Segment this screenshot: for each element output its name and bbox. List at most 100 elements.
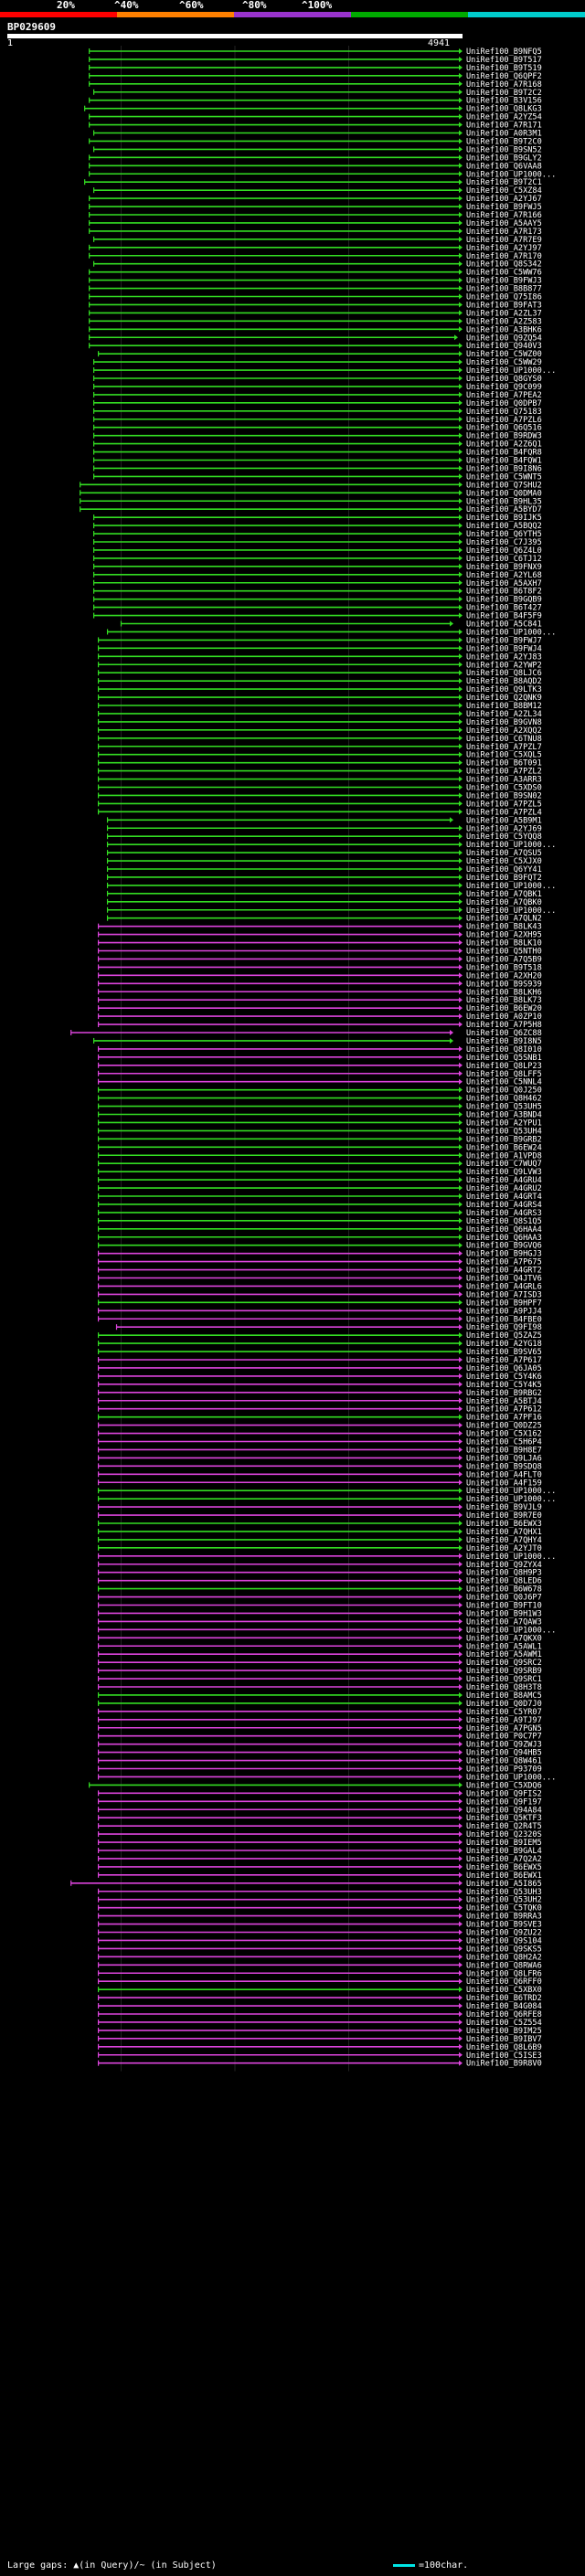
hit-name[interactable]: UniRef100_B9T2C2	[466, 89, 542, 98]
hit-row[interactable]: UniRef100_A7QHY4	[97, 1536, 542, 1545]
hit-row[interactable]: UniRef100_A2YJ83	[97, 652, 542, 662]
hit-name[interactable]: UniRef100_UP1000...	[466, 628, 556, 637]
hit-row[interactable]: UniRef100_Q4JTV6	[97, 1275, 542, 1284]
hit-name[interactable]: UniRef100_B8AQD2	[466, 677, 542, 686]
hit-name[interactable]: UniRef100_A2Z583	[466, 317, 542, 326]
hit-row[interactable]: UniRef100_C5Y4K5	[97, 1381, 542, 1390]
hit-name[interactable]: UniRef100_UP1000...	[466, 366, 556, 376]
hit-name[interactable]: UniRef100_B9FWJ7	[466, 636, 542, 645]
hit-name[interactable]: UniRef100_UP1000...	[466, 841, 556, 850]
hit-row[interactable]: UniRef100_Q9ZWJ3	[97, 1741, 542, 1750]
hit-name[interactable]: UniRef100_Q7SHU2	[466, 481, 542, 490]
hit-row[interactable]: UniRef100_A2Z6Q1	[93, 440, 542, 450]
hit-row[interactable]: UniRef100_B9GRB2	[97, 1135, 542, 1144]
hit-row[interactable]: UniRef100_UP1000...	[97, 1487, 557, 1496]
hit-row[interactable]: UniRef100_UP1000...	[97, 1495, 557, 1504]
hit-row[interactable]: UniRef100_B9GVQ6	[97, 1242, 542, 1251]
hit-row[interactable]: UniRef100_B9FWJ4	[97, 644, 542, 653]
hit-name[interactable]: UniRef100_UP1000...	[466, 170, 556, 179]
hit-name[interactable]: UniRef100_C5NNL4	[466, 1078, 542, 1087]
hit-name[interactable]: UniRef100_B9T519	[466, 64, 542, 73]
hit-name[interactable]: UniRef100_Q9ZYX4	[466, 1561, 542, 1570]
hit-row[interactable]: UniRef100_Q7SHU2	[80, 481, 542, 490]
hit-row[interactable]: UniRef100_Q8H9P3	[97, 1569, 542, 1578]
hit-name[interactable]: UniRef100_C5XJX0	[466, 857, 542, 866]
hit-name[interactable]: UniRef100_C5YQQ8	[466, 832, 542, 842]
hit-name[interactable]: UniRef100_B6EWX1	[466, 1871, 542, 1881]
hit-name[interactable]: UniRef100_B9IJK5	[466, 514, 542, 523]
hit-name[interactable]: UniRef100_A7QSU5	[466, 849, 542, 858]
hit-row[interactable]: UniRef100_A3BHK6	[89, 325, 542, 334]
hit-row[interactable]: UniRef100_A5BYD7	[80, 505, 542, 514]
hit-row[interactable]: UniRef100_Q8S342	[93, 260, 542, 270]
hit-row[interactable]: UniRef100_B3V156	[89, 97, 542, 106]
hit-row[interactable]: UniRef100_B9S939	[97, 980, 542, 989]
hit-name[interactable]: UniRef100_Q9ZQ54	[466, 334, 542, 343]
hit-row[interactable]: UniRef100_A4GRU2	[97, 1184, 542, 1193]
hit-name[interactable]: UniRef100_B6W678	[466, 1585, 542, 1595]
hit-row[interactable]: UniRef100_Q9SRB9	[97, 1667, 542, 1676]
hit-row[interactable]: UniRef100_B9R8V0	[97, 2060, 542, 2069]
hit-row[interactable]: UniRef100_B8LK73	[97, 996, 542, 1005]
hit-row[interactable]: UniRef100_Q6Q516	[93, 424, 542, 433]
hit-row[interactable]: UniRef100_A5AWL1	[97, 1642, 542, 1651]
hit-row[interactable]: UniRef100_C6TJ12	[93, 555, 542, 564]
hit-name[interactable]: UniRef100_B8LKH6	[466, 988, 542, 997]
hit-name[interactable]: UniRef100_C5XDQ6	[466, 1781, 542, 1790]
hit-row[interactable]: UniRef100_C5XDQ6	[89, 1781, 542, 1790]
hit-name[interactable]: UniRef100_B6T8F2	[466, 588, 542, 597]
hit-name[interactable]: UniRef100_B6TRD2	[466, 1994, 542, 2003]
hit-row[interactable]: UniRef100_Q9C099	[93, 383, 542, 392]
hit-row[interactable]: UniRef100_UP1000...	[106, 628, 557, 637]
hit-row[interactable]: UniRef100_C5WNT5	[93, 472, 542, 482]
hit-row[interactable]: UniRef100_B6EW24	[97, 1143, 542, 1152]
hit-name[interactable]: UniRef100_Q9LTK3	[466, 685, 542, 694]
hit-row[interactable]: UniRef100_B9T2C0	[89, 137, 542, 146]
hit-name[interactable]: UniRef100_B8LK10	[466, 939, 542, 949]
hit-name[interactable]: UniRef100_C5X162	[466, 1430, 542, 1439]
hit-name[interactable]: UniRef100_A3ARR3	[466, 776, 542, 785]
hit-row[interactable]: UniRef100_B9FNX9	[93, 563, 542, 572]
hit-name[interactable]: UniRef100_A2ZL34	[466, 710, 542, 719]
hit-name[interactable]: UniRef100_Q9F197	[466, 1797, 542, 1807]
hit-row[interactable]: UniRef100_B4FBE0	[97, 1315, 542, 1324]
hit-name[interactable]: UniRef100_B9IM25	[466, 2027, 542, 2036]
hit-name[interactable]: UniRef100_C6TJ12	[466, 555, 542, 564]
hit-row[interactable]: UniRef100_A0ZP10	[97, 1012, 542, 1022]
hit-name[interactable]: UniRef100_Q0DMA0	[466, 489, 542, 498]
hit-name[interactable]: UniRef100_B9T2C1	[466, 178, 542, 187]
hit-name[interactable]: UniRef100_Q8H9P3	[466, 1569, 542, 1578]
hit-row[interactable]: UniRef100_B9T2C1	[84, 178, 542, 187]
hit-name[interactable]: UniRef100_B9IBV7	[466, 2035, 542, 2044]
hit-row[interactable]: UniRef100_Q0J6P7	[97, 1594, 542, 1603]
hit-row[interactable]: UniRef100_A7PZL4	[97, 808, 542, 817]
hit-row[interactable]: UniRef100_A7P617	[97, 1356, 542, 1365]
hit-name[interactable]: UniRef100_C5WNT5	[466, 472, 542, 482]
hit-row[interactable]: UniRef100_C5H6P4	[97, 1438, 542, 1447]
hit-name[interactable]: UniRef100_A2XH95	[466, 931, 542, 940]
hit-name[interactable]: UniRef100_A3BHK6	[466, 325, 542, 334]
hit-name[interactable]: UniRef100_A7QHY4	[466, 1536, 542, 1545]
hit-row[interactable]: UniRef100_B9FT10	[97, 1602, 542, 1611]
hit-name[interactable]: UniRef100_UP1000...	[466, 882, 556, 891]
hit-row[interactable]: UniRef100_C5X162	[97, 1430, 542, 1439]
hit-row[interactable]: UniRef100_A7PGN5	[97, 1724, 542, 1733]
hit-row[interactable]: UniRef100_B6EWX1	[97, 1871, 542, 1881]
hit-row[interactable]: UniRef100_B8AQD2	[97, 677, 542, 686]
hit-name[interactable]: UniRef100_Q8H462	[466, 1095, 542, 1104]
hit-name[interactable]: UniRef100_B9SN52	[466, 145, 542, 154]
hit-row[interactable]: UniRef100_A7P5H8	[97, 1021, 542, 1030]
hit-name[interactable]: UniRef100_Q8LED6	[466, 1577, 542, 1586]
hit-name[interactable]: UniRef100_A4GRL6	[466, 1282, 542, 1291]
hit-name[interactable]: UniRef100_B9IEM5	[466, 1839, 542, 1848]
hit-row[interactable]: UniRef100_B9GLY2	[89, 154, 542, 163]
hit-name[interactable]: UniRef100_B3V156	[466, 97, 542, 106]
hit-row[interactable]: UniRef100_A7QBK1	[106, 890, 542, 899]
hit-name[interactable]: UniRef100_B4FQR8	[466, 449, 542, 458]
hit-row[interactable]: UniRef100_C7WUQ7	[97, 1160, 542, 1169]
hit-name[interactable]: UniRef100_A5AAY5	[466, 219, 542, 228]
hit-name[interactable]: UniRef100_A2YJT0	[466, 1544, 542, 1553]
hit-row[interactable]: UniRef100_Q53UH5	[97, 1103, 542, 1112]
hit-name[interactable]: UniRef100_Q2320S	[466, 1830, 542, 1839]
hit-name[interactable]: UniRef100_UP1000...	[466, 1626, 556, 1635]
